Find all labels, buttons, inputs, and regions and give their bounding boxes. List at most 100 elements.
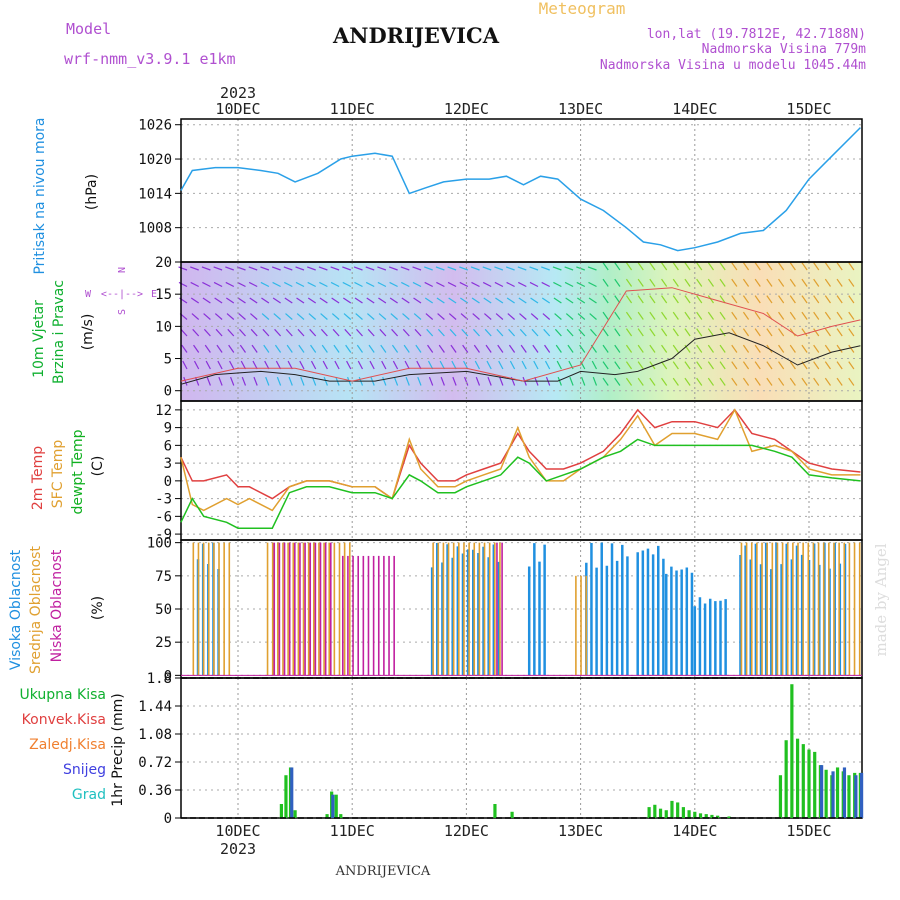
wind-barb	[637, 262, 644, 271]
wind-barb	[813, 278, 820, 287]
wind-barb	[614, 295, 621, 304]
wind-barb	[249, 297, 258, 304]
wind-barb	[382, 376, 387, 386]
wind-barb	[260, 266, 270, 271]
wind-barb	[661, 361, 668, 370]
wind-barb	[390, 313, 398, 320]
wind-barb	[400, 266, 410, 271]
wind-barb	[789, 344, 796, 353]
wind-barb	[766, 377, 773, 386]
wind-barb	[754, 328, 761, 337]
wind-barb	[544, 344, 551, 353]
wind-barb	[342, 281, 352, 288]
wind-barb	[389, 281, 398, 288]
wind-barb	[672, 295, 679, 304]
meteogram-title: Meteogram	[539, 0, 626, 18]
wind-barb	[754, 311, 761, 320]
wind-barb	[625, 344, 633, 353]
wind-barb	[567, 344, 574, 353]
wind-barb	[482, 281, 492, 288]
wind-barb	[203, 328, 211, 337]
wind-barb	[614, 311, 621, 320]
wind-barb	[579, 344, 586, 353]
wind-barb	[742, 377, 750, 386]
wind-barb	[206, 376, 211, 386]
wind-barb	[813, 311, 820, 320]
wind-barb	[201, 266, 211, 271]
wind-barb	[250, 313, 258, 320]
wind-barb	[288, 376, 293, 386]
wind-barb	[625, 361, 633, 370]
wind-barb	[295, 281, 305, 288]
bottom-date-label: 11DEC	[330, 822, 375, 840]
precip-bar	[859, 772, 864, 818]
wind-barb	[346, 360, 352, 370]
precip-conv-label: Konvek.Kisa	[22, 712, 106, 728]
wind-barb	[401, 297, 410, 304]
wind-barb	[319, 297, 328, 304]
wind-barb	[183, 376, 188, 386]
cloud-ytick-label: 0	[164, 668, 172, 684]
wind-barb	[848, 278, 855, 287]
compass-w: W	[85, 289, 92, 300]
wind-barb	[193, 360, 200, 370]
cloud-high-title: Visoka Oblacnost	[8, 549, 24, 670]
pressure-ytick-label: 1014	[138, 186, 172, 202]
wind-barb	[263, 344, 270, 353]
wind-barb	[801, 328, 808, 337]
wind-barb	[416, 360, 422, 370]
precip-bar	[813, 751, 817, 818]
wind-barb	[824, 278, 831, 287]
wind-barb	[848, 361, 855, 370]
wind-barb	[836, 328, 843, 337]
wind-barb	[216, 344, 223, 353]
precip-bar	[693, 811, 697, 818]
station-title: ANDRIJEVICA	[332, 23, 500, 48]
wind-barb	[672, 311, 679, 320]
wind-barb	[495, 297, 504, 304]
precip-bar	[824, 769, 828, 818]
wind-barb	[754, 344, 761, 353]
wind-barb	[417, 376, 422, 386]
wind-barb	[580, 360, 586, 370]
wind-barb	[450, 344, 457, 353]
wind-barb	[507, 313, 515, 320]
precip-bar	[681, 807, 685, 818]
wind-barb	[813, 377, 820, 386]
wind-barb	[237, 297, 246, 304]
wind-barb	[448, 313, 457, 320]
wind-barb	[577, 313, 586, 320]
wind-barb	[250, 328, 258, 337]
wind-barb	[625, 328, 633, 337]
wind-barb	[239, 344, 246, 353]
precip-bar	[820, 765, 824, 818]
cloud-mid-title: Srednja Oblacnost	[28, 546, 44, 674]
temp-line-1	[180, 408, 861, 512]
wind-barb	[836, 311, 843, 320]
wind-barb	[378, 297, 387, 304]
top-date-label: 13DEC	[558, 100, 603, 118]
temp-line-0	[180, 408, 861, 500]
wind-barb	[428, 376, 434, 386]
wind-ytick-label: 5	[164, 352, 172, 368]
wind-barb	[565, 297, 574, 304]
wind-barb	[265, 376, 270, 386]
wind-barb	[310, 344, 317, 353]
wind-barb	[824, 344, 831, 353]
wind-barb	[497, 344, 504, 353]
wind-barb	[672, 361, 679, 370]
wind-barb	[778, 262, 785, 271]
wind-barb	[213, 266, 223, 271]
wind-barb	[707, 344, 714, 353]
wind-barb	[332, 328, 340, 337]
wind-barb	[742, 262, 750, 271]
precip-titles: Ukupna Kisa Konvek.Kisa Zaledj.Kisa Snij…	[19, 687, 126, 807]
precip-bar	[778, 775, 783, 818]
wind-barb	[778, 361, 785, 370]
wind-barb	[218, 376, 223, 386]
wind-barb	[344, 328, 352, 337]
wind-barb	[296, 297, 305, 304]
wind-barb	[451, 360, 457, 370]
wind-barb	[530, 313, 539, 320]
wind-barb	[262, 328, 270, 337]
